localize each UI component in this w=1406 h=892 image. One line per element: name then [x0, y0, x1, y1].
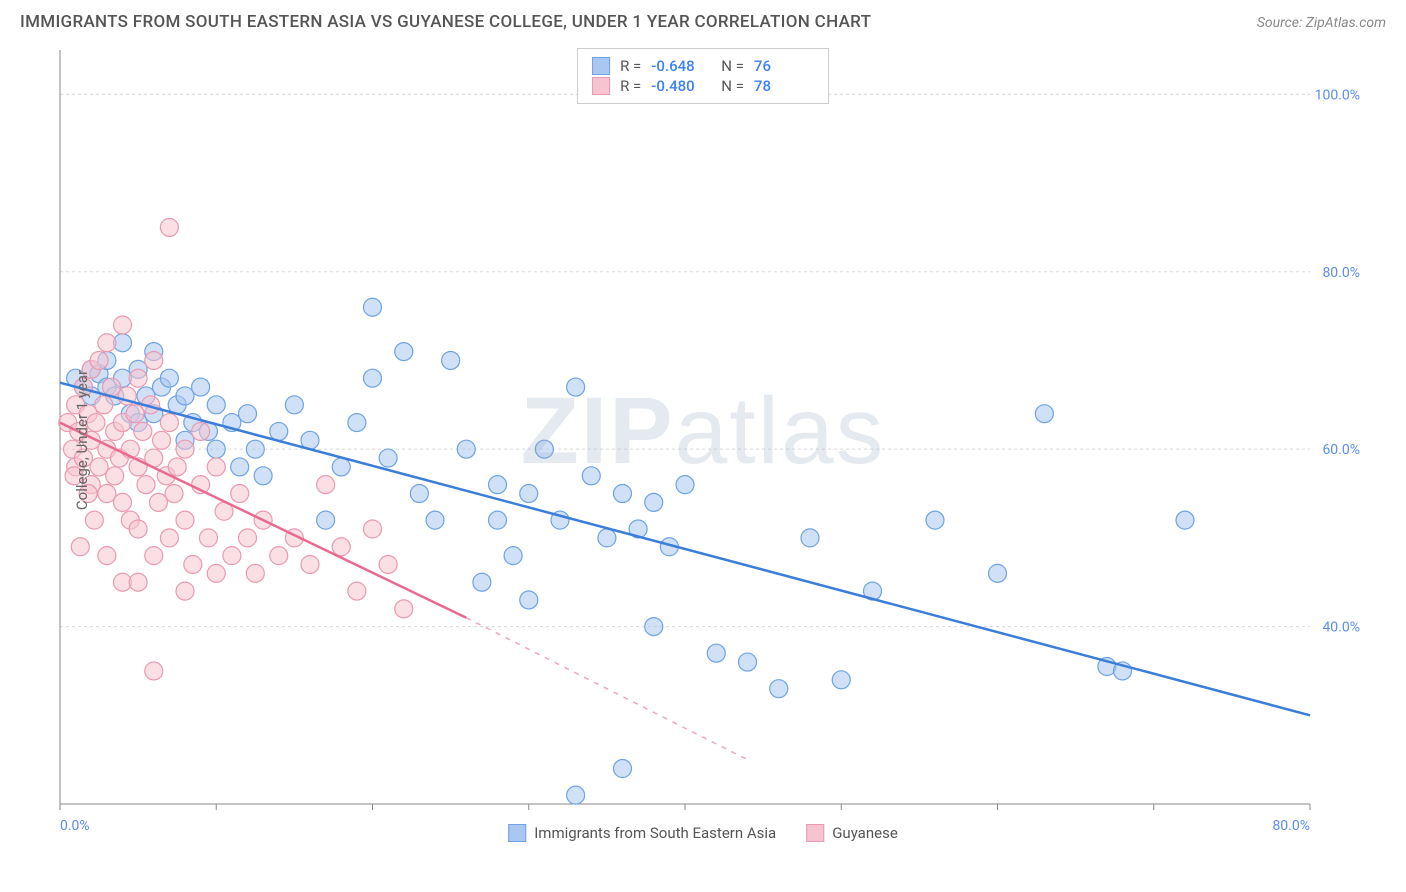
- stat-label: R =: [620, 57, 641, 75]
- correlation-legend: R = -0.648 N = 76 R = -0.480 N = 78: [577, 48, 829, 104]
- legend-swatch: [806, 824, 824, 842]
- stat-label: N =: [721, 77, 744, 95]
- scatter-chart: 40.0% 60.0% 80.0% 100.0% 0.0% 80.0%: [20, 40, 1386, 840]
- svg-text:0.0%: 0.0%: [60, 818, 90, 834]
- series-legend: Immigrants from South Eastern Asia Guyane…: [508, 824, 898, 842]
- svg-text:80.0%: 80.0%: [1272, 818, 1310, 834]
- legend-label: Guyanese: [832, 824, 898, 842]
- legend-item: Immigrants from South Eastern Asia: [508, 824, 776, 842]
- n-value: 78: [754, 77, 814, 95]
- chart-container: College, Under 1 year ZIPatlas 40.0%60.0…: [20, 40, 1386, 840]
- source-label: Source: ZipAtlas.com: [1257, 15, 1386, 31]
- legend-swatch: [508, 824, 526, 842]
- stat-label: R =: [620, 77, 641, 95]
- svg-text:100.0%: 100.0%: [1315, 87, 1360, 103]
- svg-text:40.0%: 40.0%: [1322, 620, 1360, 636]
- legend-swatch: [592, 77, 610, 95]
- r-value: -0.480: [651, 77, 711, 95]
- svg-text:80.0%: 80.0%: [1322, 265, 1360, 281]
- legend-label: Immigrants from South Eastern Asia: [534, 824, 776, 842]
- n-value: 76: [754, 57, 814, 75]
- legend-item: Guyanese: [806, 824, 898, 842]
- stat-label: N =: [721, 57, 744, 75]
- legend-row: R = -0.648 N = 76: [592, 57, 814, 75]
- legend-row: R = -0.480 N = 78: [592, 77, 814, 95]
- legend-swatch: [592, 57, 610, 75]
- svg-text:60.0%: 60.0%: [1322, 442, 1360, 458]
- r-value: -0.648: [651, 57, 711, 75]
- y-axis-label: College, Under 1 year: [73, 370, 91, 510]
- page-title: IMMIGRANTS FROM SOUTH EASTERN ASIA VS GU…: [20, 12, 871, 32]
